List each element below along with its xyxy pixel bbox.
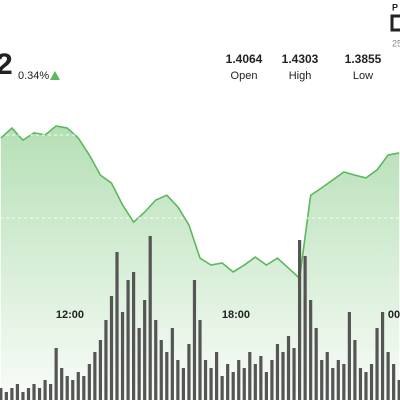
volume-bar <box>104 320 108 400</box>
volume-bar <box>132 272 136 400</box>
volume-bar <box>220 376 224 400</box>
volume-bar <box>126 280 130 400</box>
volume-bar <box>71 380 75 400</box>
plot: 12:00 18:00 00:00 <box>0 125 400 400</box>
volume-bar <box>87 364 91 400</box>
volume-bar <box>386 352 390 400</box>
volume-bar <box>369 364 374 400</box>
volume-bar <box>331 368 335 400</box>
volume-bar <box>325 352 329 400</box>
x-tick-label: 00:00 <box>388 309 400 321</box>
volume-bar <box>275 344 280 400</box>
volume-bar <box>82 376 86 400</box>
volume-bar <box>54 348 58 400</box>
volume-bar <box>259 356 263 400</box>
volume-bar <box>115 252 119 400</box>
volume-bar <box>320 360 324 400</box>
price: 2 <box>0 48 13 81</box>
stat-label: High <box>289 70 312 82</box>
volume-bar <box>10 388 14 400</box>
volume-bar <box>380 312 385 400</box>
volume-bar <box>226 364 230 400</box>
volume-bar <box>4 392 8 400</box>
stats: 1.4064 Open 1.4303 High 1.3855 Low <box>226 52 382 82</box>
volume-bar <box>303 256 307 400</box>
volume-bar <box>170 328 174 400</box>
price-line <box>0 125 400 280</box>
volume-bar <box>65 376 69 400</box>
volume-bar <box>358 368 363 400</box>
volume-bar <box>120 312 125 400</box>
volume-bar <box>154 320 158 400</box>
volume-bar <box>43 380 47 400</box>
x-tick-label: 12:00 <box>56 309 84 321</box>
volume-bar <box>286 336 291 400</box>
volume-bar <box>364 372 368 400</box>
volume-bar <box>37 388 42 400</box>
up-arrow <box>50 71 60 80</box>
stat-value: 1.3855 <box>345 52 382 66</box>
volume-bar <box>109 296 114 400</box>
volume-bar <box>270 360 274 400</box>
volume-bar <box>181 368 185 400</box>
volume-bar <box>203 360 208 400</box>
volume-bar <box>292 348 296 400</box>
volume-bar <box>353 340 357 400</box>
date: 25 <box>392 38 400 48</box>
volume-bar <box>0 388 3 400</box>
volume-bar <box>237 360 241 400</box>
volume-bar <box>253 364 257 400</box>
logo <box>390 14 400 32</box>
source: P <box>392 2 398 12</box>
volume-bar <box>264 372 268 400</box>
volume-bar <box>392 364 396 400</box>
volume-bar <box>49 384 53 400</box>
volume-bar <box>26 388 31 400</box>
volume-bar <box>137 328 141 400</box>
volume-bar <box>198 320 202 400</box>
volume-bar <box>143 300 147 400</box>
volume-bar <box>281 352 285 400</box>
x-tick-label: 18:00 <box>222 309 250 321</box>
volume-bar <box>76 372 80 400</box>
stat-label: Low <box>353 70 373 82</box>
volume-bar <box>165 352 169 400</box>
volume-bar <box>347 312 351 400</box>
volume-bar <box>60 368 64 400</box>
change: 0.34% <box>18 70 49 82</box>
volume-bar <box>192 280 197 400</box>
volume-bar <box>209 368 213 400</box>
stat-value: 1.4303 <box>282 52 319 66</box>
stat-value: 1.4064 <box>226 52 263 66</box>
volume-bar <box>15 384 20 400</box>
volume-bar <box>242 368 246 400</box>
volume-bar <box>342 364 346 400</box>
volume-bar <box>148 236 152 400</box>
volume-bar <box>297 240 302 400</box>
volume-bar <box>336 360 340 400</box>
volume-bar <box>176 360 180 400</box>
volume-bar <box>397 380 400 400</box>
volume-bar <box>187 344 191 400</box>
volume-bar <box>309 300 313 400</box>
volume-bar <box>159 340 163 400</box>
volume-bar <box>215 352 219 400</box>
stat-label: Open <box>231 70 258 82</box>
volume-bar <box>314 328 318 400</box>
volume-bar <box>375 328 379 400</box>
volume-bar <box>98 340 103 400</box>
volume-bar <box>248 352 252 400</box>
volume-bar <box>231 372 235 400</box>
volume-bar <box>32 384 36 400</box>
volume-bar <box>93 352 97 400</box>
volume-bar <box>21 392 25 400</box>
